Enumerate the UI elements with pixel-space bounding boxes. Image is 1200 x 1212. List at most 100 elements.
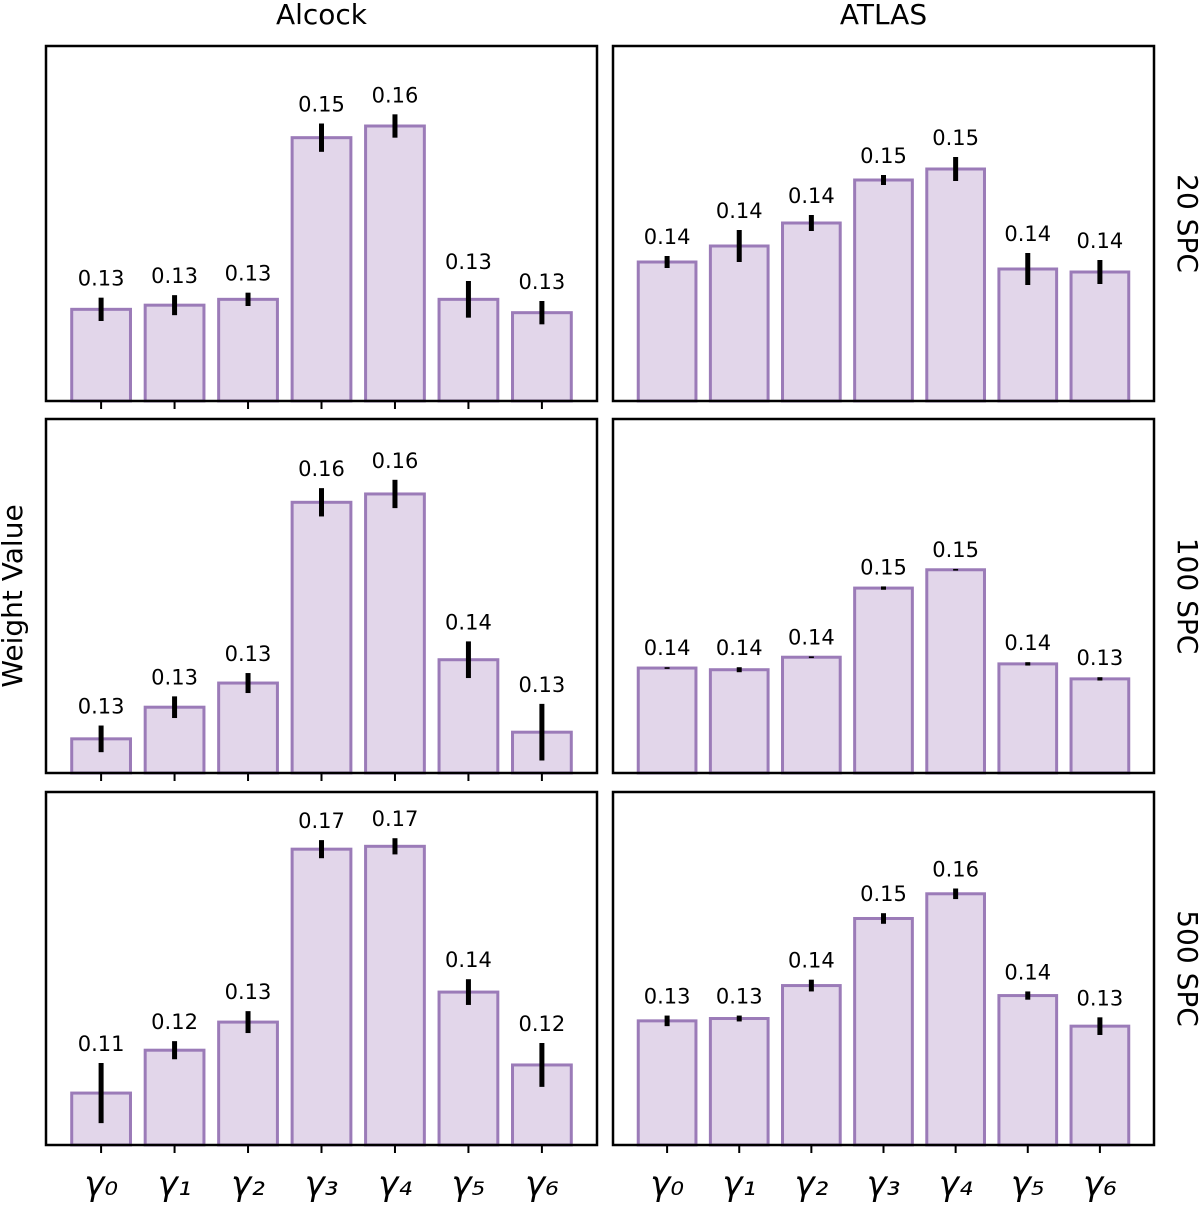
- value-label: 0.14: [788, 949, 835, 973]
- value-label: 0.15: [932, 538, 979, 562]
- value-label: 0.14: [644, 636, 691, 660]
- value-label: 0.13: [716, 985, 763, 1009]
- bar: [636, 260, 698, 403]
- value-label: 0.15: [298, 93, 345, 117]
- bar: [70, 307, 132, 403]
- value-label: 0.17: [372, 807, 419, 831]
- bar: [1069, 270, 1131, 403]
- bar: [364, 844, 426, 1147]
- x-tick-label: γ₁: [158, 1164, 192, 1204]
- value-label: 0.14: [644, 225, 691, 249]
- panel-frame: [44, 790, 599, 1147]
- column-title: Alcock: [276, 0, 368, 31]
- x-tick-label: γ₅: [1011, 1164, 1045, 1204]
- bar: [853, 916, 914, 1147]
- x-tick-label: γ₄: [378, 1164, 412, 1204]
- value-label: 0.17: [298, 809, 345, 833]
- x-tick-label: γ₅: [452, 1164, 486, 1204]
- bar: [708, 244, 770, 403]
- value-label: 0.13: [151, 264, 198, 288]
- value-label: 0.13: [445, 250, 492, 274]
- x-tick-label: γ₃: [305, 1164, 339, 1204]
- value-label: 0.15: [860, 555, 907, 579]
- value-label: 0.14: [1004, 222, 1051, 246]
- value-label: 0.13: [78, 695, 125, 719]
- value-label: 0.15: [860, 882, 907, 906]
- bar: [217, 1020, 279, 1147]
- bar: [217, 681, 279, 775]
- value-label: 0.16: [298, 457, 345, 481]
- bar: [781, 984, 842, 1147]
- bar: [364, 124, 426, 403]
- x-tick-label: γ₃: [867, 1164, 901, 1204]
- panel-frame: [44, 44, 599, 403]
- value-label: 0.16: [372, 83, 419, 107]
- bar: [781, 221, 842, 403]
- bar: [1069, 677, 1131, 775]
- bar: [925, 892, 986, 1147]
- value-label: 0.14: [788, 184, 835, 208]
- bar: [290, 136, 353, 403]
- panel-frame: [611, 790, 1156, 1147]
- value-label: 0.13: [225, 642, 272, 666]
- value-label: 0.13: [1077, 646, 1124, 670]
- bar: [511, 311, 573, 403]
- value-label: 0.14: [788, 625, 835, 649]
- value-label: 0.13: [225, 262, 272, 286]
- value-label: 0.14: [1004, 960, 1051, 984]
- value-label: 0.12: [519, 1012, 566, 1036]
- bar: [290, 847, 353, 1147]
- value-label: 0.13: [225, 980, 272, 1004]
- value-label: 0.14: [716, 199, 763, 223]
- bar: [143, 303, 206, 403]
- bar: [708, 1017, 770, 1147]
- bar: [925, 568, 986, 775]
- bar: [853, 586, 914, 775]
- bar: [708, 668, 770, 775]
- bar: [143, 705, 206, 775]
- value-label: 0.13: [78, 267, 125, 291]
- bar: [997, 994, 1059, 1147]
- bar: [1069, 1024, 1131, 1147]
- x-tick-label: γ₆: [1083, 1164, 1117, 1204]
- bar: [781, 655, 842, 775]
- value-label: 0.14: [445, 948, 492, 972]
- value-label: 0.12: [151, 1010, 198, 1034]
- value-label: 0.14: [1077, 229, 1124, 253]
- bar: [364, 492, 426, 775]
- panel-frame: [611, 44, 1156, 403]
- value-label: 0.13: [151, 665, 198, 689]
- column-title: ATLAS: [840, 0, 927, 31]
- y-axis-label: Weight Value: [0, 504, 29, 687]
- row-label: 500 SPC: [1171, 910, 1200, 1027]
- x-tick-label: γ₀: [84, 1164, 118, 1204]
- bar: [636, 1019, 698, 1147]
- value-label: 0.15: [860, 144, 907, 168]
- value-label: 0.16: [372, 449, 419, 473]
- bar: [997, 267, 1059, 403]
- bar: [217, 297, 279, 403]
- bar: [853, 178, 914, 403]
- bar: [997, 662, 1059, 775]
- value-label: 0.13: [644, 985, 691, 1009]
- value-label: 0.14: [716, 636, 763, 660]
- value-label: 0.14: [1004, 631, 1051, 655]
- value-label: 0.13: [519, 673, 566, 697]
- value-label: 0.11: [78, 1032, 125, 1056]
- bar: [437, 990, 500, 1147]
- bar: [143, 1048, 206, 1147]
- x-tick-label: γ₀: [650, 1164, 684, 1204]
- value-label: 0.14: [445, 610, 492, 634]
- value-label: 0.13: [1077, 986, 1124, 1010]
- x-tick-label: γ₂: [231, 1164, 265, 1204]
- row-label: 20 SPC: [1171, 174, 1200, 273]
- panel-frame: [611, 417, 1156, 775]
- value-label: 0.15: [932, 126, 979, 150]
- x-tick-label: γ₆: [525, 1164, 559, 1204]
- value-label: 0.16: [932, 857, 979, 881]
- x-tick-label: γ₂: [794, 1164, 828, 1204]
- bar: [290, 500, 353, 775]
- bar: [636, 666, 698, 775]
